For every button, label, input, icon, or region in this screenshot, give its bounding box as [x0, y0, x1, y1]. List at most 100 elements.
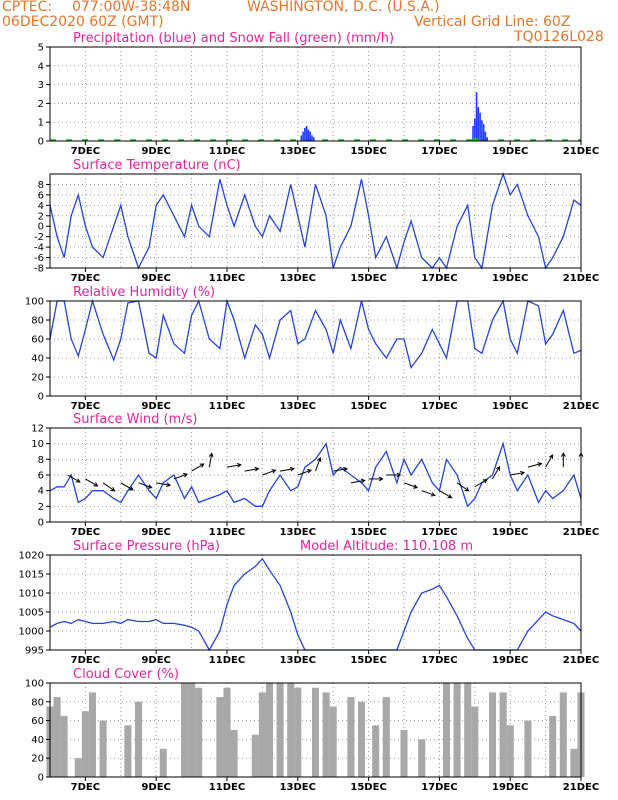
x-tick-label: 11DEC	[209, 655, 245, 666]
snowfall-bar	[477, 139, 480, 141]
y-tick-label: 20	[31, 373, 44, 384]
wind-arrow	[156, 482, 172, 488]
y-tick-label: 12	[31, 424, 44, 435]
y-tick-label: 1005	[19, 608, 44, 619]
header-init-time: 06DEC2020 60Z (GMT)	[2, 14, 164, 30]
header-location: WASHINGTON, D.C. (U.S.A.)	[247, 0, 440, 15]
x-tick-label: 11DEC	[209, 273, 245, 284]
y-tick-label: 0	[38, 392, 44, 403]
cloud-cover-bar	[88, 692, 97, 777]
wind-arrow	[280, 466, 295, 472]
x-tick-label: 21DEC	[563, 527, 599, 538]
precip-bar	[307, 129, 310, 141]
temperature-line	[49, 171, 582, 271]
x-tick-label: 13DEC	[280, 655, 316, 666]
x-tick-label: 19DEC	[492, 655, 528, 666]
header-coords: 077:00W-38:48N	[72, 0, 191, 15]
x-tick-label: 13DEC	[280, 401, 316, 412]
y-tick-label: 60	[31, 716, 44, 727]
x-tick-label: 9DEC	[141, 655, 170, 666]
x-tick-label: 9DEC	[141, 782, 170, 793]
panel-humidity: 0 20 40 60 80 100 7DEC 9DEC 11DEC 13DEC 15DEC 17DEC…	[25, 285, 599, 412]
wind-arrow	[510, 470, 526, 476]
wind-arrow	[545, 454, 554, 468]
y-tick-label: 1020	[19, 551, 44, 562]
wind-arrow	[386, 472, 402, 478]
x-tick-label: 7DEC	[71, 273, 100, 284]
wind-arrow	[173, 473, 189, 480]
panel-cloud: 0 20 40 60 80 100 7DEC 9DEC 11DEC 13DEC 15DEC 17DEC…	[25, 667, 599, 793]
y-tick-label: 20	[31, 754, 44, 765]
x-tick-label: 15DEC	[350, 273, 386, 284]
cloud-cover-bar	[216, 697, 224, 777]
y-tick-label: 6	[38, 190, 44, 201]
x-tick-label: 17DEC	[421, 527, 457, 538]
x-tick-label: 19DEC	[492, 782, 528, 793]
wind-arrow	[560, 452, 566, 468]
y-tick-label: 80	[31, 316, 44, 327]
cloud-cover-bar	[372, 725, 380, 777]
y-tick-label: 0	[38, 222, 44, 233]
cloud-cover-bar	[60, 715, 68, 777]
precip-bar	[481, 120, 483, 141]
precip-bar	[304, 127, 306, 141]
cloud-cover-bar	[357, 701, 366, 777]
cloud-cover-bar	[549, 715, 557, 777]
precip-bar	[302, 131, 304, 141]
wind-arrow	[492, 465, 501, 480]
precip-bar	[309, 131, 311, 141]
x-tick-label: 21DEC	[563, 782, 599, 793]
cloud-cover-bar	[195, 687, 203, 777]
x-tick-label: 17DEC	[421, 401, 457, 412]
cloud-cover-bar	[287, 683, 295, 777]
cloud-cover-bar	[81, 711, 89, 777]
header-source: CPTEC:	[2, 0, 53, 15]
wind-arrow	[421, 490, 436, 497]
cloud-cover-bar	[499, 692, 507, 777]
x-tick-label: 19DEC	[492, 146, 528, 157]
y-tick-label: 0	[38, 518, 44, 529]
wind-arrow	[67, 474, 81, 483]
panel-frame	[49, 554, 582, 651]
wind-arrow	[368, 476, 384, 482]
x-tick-label: 21DEC	[563, 146, 599, 157]
x-tick-label: 19DEC	[492, 401, 528, 412]
wind-arrow	[120, 482, 134, 491]
y-tick-label: 5	[38, 43, 44, 54]
precip-bar	[472, 125, 474, 141]
y-tick-label: 4	[38, 61, 44, 72]
x-tick-label: 7DEC	[71, 527, 100, 538]
panel-frame	[49, 300, 582, 397]
cloud-cover-bar	[453, 683, 461, 777]
precip-bar	[486, 137, 488, 141]
wind-line	[49, 441, 582, 508]
precip-bar	[475, 92, 478, 141]
cloud-cover-bar	[251, 734, 259, 777]
x-tick-label: 15DEC	[350, 782, 386, 793]
panel-title: Surface Temperature (nC)	[73, 158, 241, 173]
y-tick-label: 1015	[19, 570, 44, 581]
x-tick-label: 11DEC	[209, 782, 245, 793]
x-tick-label: 15DEC	[350, 401, 386, 412]
panel-frame	[49, 173, 582, 269]
y-tick-label: 60	[31, 335, 44, 346]
precip-bar	[479, 112, 481, 141]
cloud-cover-bar	[230, 730, 238, 777]
x-tick-label: 17DEC	[421, 782, 457, 793]
wind-arrow	[350, 478, 366, 484]
cloud-cover-bar	[559, 692, 567, 777]
x-tick-label: 13DEC	[280, 273, 316, 284]
wind-arrow	[527, 462, 543, 468]
cloud-cover-bar	[294, 687, 302, 777]
y-tick-label: 10	[31, 439, 44, 450]
y-tick-label: 40	[31, 735, 44, 746]
y-tick-label: 40	[31, 354, 44, 365]
cloud-cover-bar	[382, 697, 390, 777]
y-tick-label: -8	[34, 264, 44, 275]
cloud-cover-bar	[276, 683, 284, 777]
x-tick-label: 7DEC	[71, 401, 100, 412]
cloud-cover-bar	[488, 692, 497, 777]
y-tick-label: 2	[38, 99, 44, 110]
cloud-cover-bar	[400, 730, 408, 777]
